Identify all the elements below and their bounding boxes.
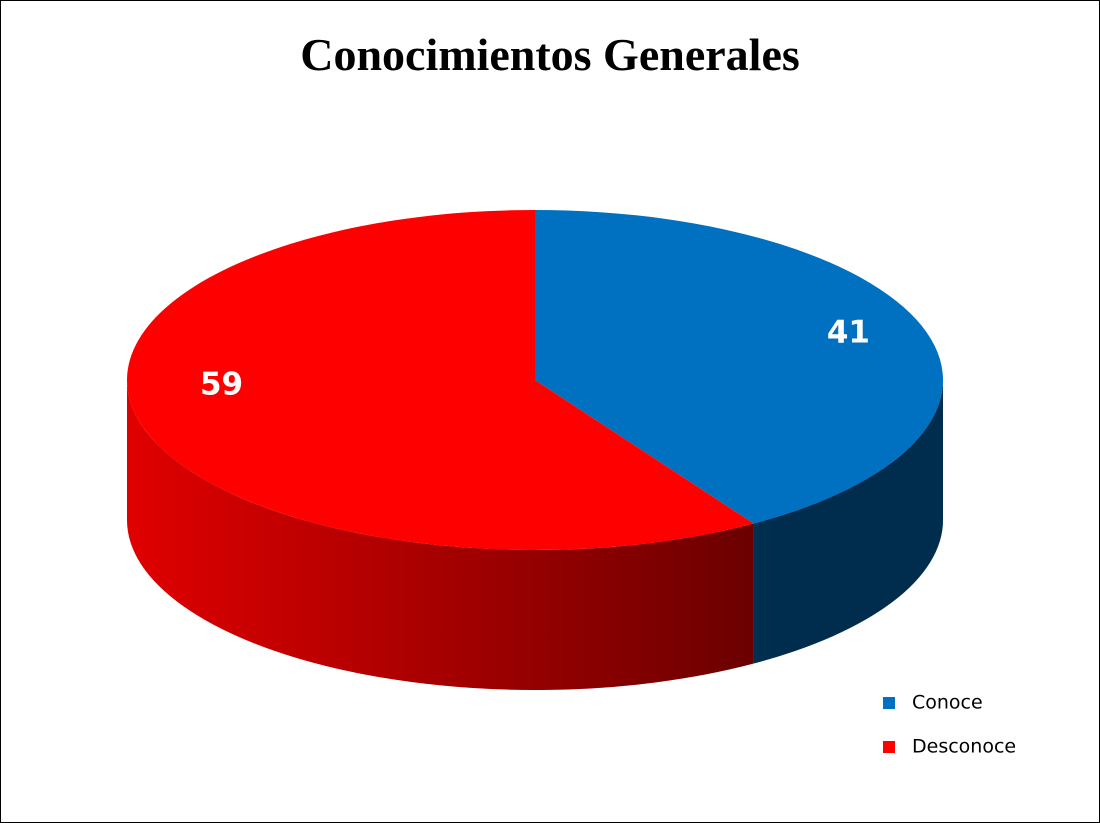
slice — [535, 210, 944, 524]
data-label: 59 — [200, 367, 243, 403]
legend-label: Conoce — [912, 692, 983, 714]
legend-swatch — [883, 697, 895, 709]
slice — [127, 210, 754, 550]
chart-title: Conocimientos Generales — [300, 29, 800, 80]
side-shade — [753, 380, 943, 664]
side-shade — [127, 380, 754, 690]
legend-swatch — [883, 741, 895, 753]
legend-label: Desconoce — [912, 736, 1016, 758]
data-label: 41 — [827, 314, 870, 350]
